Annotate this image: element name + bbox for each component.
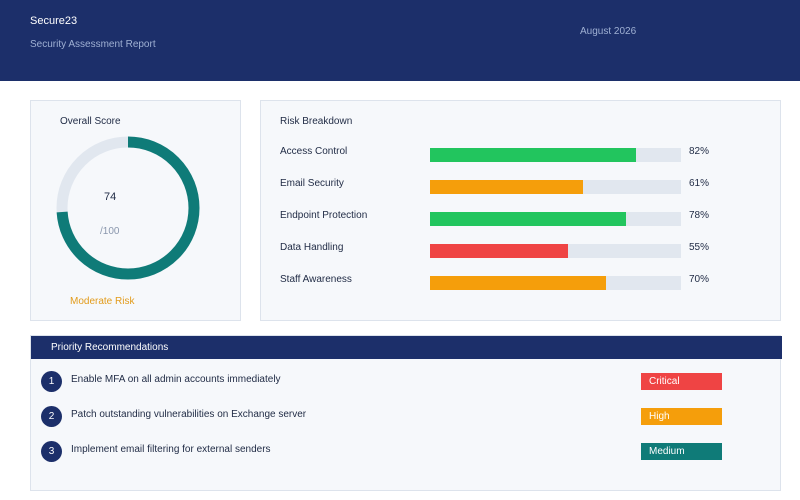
risk-breakdown-title: Risk Breakdown: [280, 116, 353, 127]
recommendation-text: Implement email filtering for external s…: [71, 444, 271, 455]
overall-score-title: Overall Score: [60, 116, 121, 127]
priority-badge: Medium: [641, 443, 722, 460]
recommendation-number: 1: [41, 371, 62, 392]
risk-breakdown-card: Risk Breakdown Access Control 82% Email …: [260, 100, 781, 321]
recommendation-text: Patch outstanding vulnerabilities on Exc…: [71, 409, 307, 420]
risk-row-endpoint-protection: Endpoint Protection 78%: [280, 210, 760, 226]
risk-level-label: Moderate Risk: [70, 296, 135, 307]
risk-percent: 78%: [689, 210, 710, 221]
risk-label: Staff Awareness: [280, 274, 352, 285]
priority-badge: Critical: [641, 373, 722, 390]
risk-bar-fill: [430, 244, 569, 258]
priority-badge: High: [641, 408, 722, 425]
risk-row-access-control: Access Control 82%: [280, 146, 760, 162]
risk-bar-track: [430, 212, 681, 226]
risk-row-email-security: Email Security 61%: [280, 178, 760, 194]
recommendation-number: 2: [41, 406, 62, 427]
risk-bar-fill: [430, 212, 626, 226]
score-gauge: [56, 136, 200, 280]
risk-row-staff-awareness: Staff Awareness 70%: [280, 274, 760, 290]
score-max: /100: [100, 226, 120, 237]
recommendation-item: 2 Patch outstanding vulnerabilities on E…: [41, 406, 771, 428]
recommendation-text: Enable MFA on all admin accounts immedia…: [71, 374, 281, 385]
recommendation-number: 3: [41, 441, 62, 462]
risk-label: Access Control: [280, 146, 348, 157]
recommendation-item: 1 Enable MFA on all admin accounts immed…: [41, 371, 771, 393]
recommendations-header: Priority Recommendations: [31, 336, 782, 359]
report-subtitle: Security Assessment Report: [30, 39, 156, 50]
risk-percent: 70%: [689, 274, 710, 285]
score-gauge-arc: [56, 136, 200, 280]
report-date: August 2026: [580, 26, 637, 37]
risk-percent: 82%: [689, 146, 710, 157]
risk-percent: 61%: [689, 178, 710, 189]
risk-bar-track: [430, 180, 681, 194]
risk-bar-track: [430, 244, 681, 258]
brand-name: Secure23: [30, 15, 78, 27]
risk-label: Endpoint Protection: [280, 210, 368, 221]
priority-recommendations-panel: Priority Recommendations 1 Enable MFA on…: [30, 335, 782, 491]
risk-bar-fill: [430, 276, 606, 290]
report-header: Secure23 Security Assessment Report Augu…: [0, 0, 800, 81]
risk-label: Data Handling: [280, 242, 344, 253]
risk-bar-track: [430, 276, 681, 290]
recommendations-title: Priority Recommendations: [51, 342, 169, 353]
risk-percent: 55%: [689, 242, 710, 253]
score-value: 74: [104, 191, 117, 203]
risk-label: Email Security: [280, 178, 344, 189]
recommendation-item: 3 Implement email filtering for external…: [41, 441, 771, 463]
risk-row-data-handling: Data Handling 55%: [280, 242, 760, 258]
risk-bar-fill: [430, 148, 636, 162]
overall-score-card: Overall Score 74 /100 Moderate Risk: [30, 100, 241, 321]
risk-bar-fill: [430, 180, 584, 194]
risk-bar-track: [430, 148, 681, 162]
